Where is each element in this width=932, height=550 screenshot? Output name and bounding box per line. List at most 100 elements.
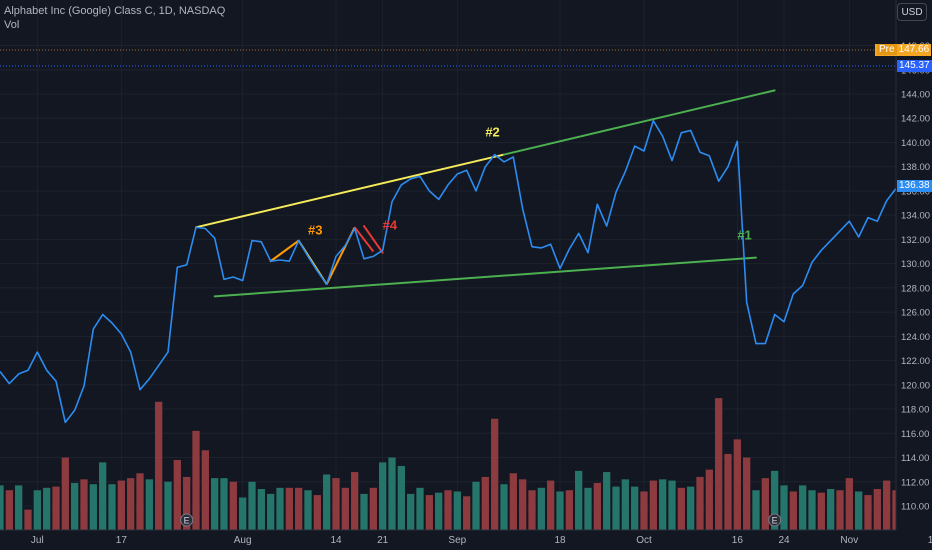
volume-bar (323, 474, 331, 530)
premarket-label: Pre (877, 44, 897, 55)
volume-bar (183, 476, 191, 530)
price-tick-label: 124.00 (901, 332, 930, 343)
volume-label[interactable]: Vol (4, 19, 20, 31)
volume-bar (677, 487, 685, 530)
chart-grid (0, 0, 896, 530)
price-tick-label: 128.00 (901, 283, 930, 294)
volume-bar (341, 487, 349, 530)
time-axis-bg (0, 530, 932, 550)
volume-bar (351, 472, 359, 530)
volume-bar (267, 493, 275, 530)
volume-bar (360, 493, 368, 530)
volume-bar (117, 480, 125, 530)
volume-bar (491, 418, 499, 530)
volume-bar (715, 398, 723, 530)
time-tick-label: 21 (377, 535, 389, 546)
volume-bar (61, 457, 69, 530)
time-tick-label: 14 (330, 535, 342, 546)
time-tick-label: Sep (448, 535, 466, 546)
annotation-labels: #1 #2 #3 #4 (308, 124, 752, 242)
price-series (0, 119, 897, 424)
volume-bar (575, 470, 583, 530)
volume-bar (612, 486, 620, 530)
time-tick-label: Jul (31, 535, 44, 546)
price-axis[interactable]: 110.00 112.00 114.00 116.00 118.00 120.00 122.… (895, 0, 932, 550)
price-tick-label: 140.00 (901, 138, 930, 149)
time-tick-label: Oct (636, 535, 652, 546)
volume-bar (444, 490, 452, 530)
trend-line (363, 225, 384, 254)
trend-line (503, 89, 776, 156)
volume-bar (145, 479, 153, 530)
volume-bar (304, 490, 312, 530)
volume-bar (631, 486, 639, 530)
annotation-label: #4 (383, 218, 398, 233)
price-tick-label: 120.00 (901, 380, 930, 391)
annotation-label: #2 (485, 124, 499, 139)
volume-bar (155, 401, 163, 530)
volume-bar (855, 491, 863, 530)
time-tick-label: Aug (234, 535, 252, 546)
chart-legend: Alphabet Inc (Google) Class C, 1D, NASDA… (4, 4, 225, 32)
volume-bar (164, 481, 172, 530)
volume-bar (453, 491, 461, 530)
volume-bar (733, 439, 741, 530)
volume-bar (71, 482, 79, 530)
volume-bar (388, 457, 396, 530)
volume-bar (276, 487, 284, 530)
price-tick-label: 138.00 (901, 162, 930, 173)
volume-bar (397, 466, 405, 530)
time-axis[interactable]: Jul 17 Aug 14 21 Sep 18 Oct 16 24 Nov 13 (0, 529, 932, 550)
volume-bar (687, 486, 695, 530)
volume-bar (556, 491, 564, 530)
volume-bar (771, 470, 779, 530)
time-tick-label: 18 (554, 535, 566, 546)
price-tick-label: 110.00 (901, 502, 929, 513)
volume-bar (52, 486, 60, 530)
price-tick-label: 130.00 (901, 259, 930, 270)
volume-bar (5, 490, 13, 530)
volume-bar (481, 476, 489, 530)
volume-bar (89, 484, 97, 530)
volume-bar (789, 491, 797, 530)
volume-bar (752, 490, 760, 530)
volume-bar (0, 485, 4, 530)
volume-bar (696, 476, 704, 530)
volume-bar (332, 478, 340, 530)
volume-bar (136, 473, 144, 530)
volume-bar (593, 482, 601, 530)
volume-bar (883, 480, 891, 530)
time-tick-label: 17 (116, 535, 128, 546)
volume-bar (24, 509, 32, 530)
volume-bar (528, 490, 536, 530)
volume-bar (425, 495, 433, 530)
volume-bar (80, 479, 88, 530)
price-line (0, 119, 897, 424)
volume-bar (285, 487, 293, 530)
earnings-marker[interactable] (180, 513, 194, 527)
time-tick-label: 16 (732, 535, 744, 546)
volume-bar (519, 479, 527, 530)
volume-bar (500, 484, 508, 530)
volume-bar (565, 490, 573, 530)
volume-bar (379, 462, 387, 530)
price-tick-label: 142.00 (901, 114, 930, 125)
volume-bar (799, 485, 807, 530)
volume-bar (33, 490, 41, 530)
volume-bar (649, 480, 657, 530)
volume-bar (584, 487, 592, 530)
currency-button[interactable]: USD (897, 3, 927, 21)
earnings-marker-label: E (184, 516, 190, 526)
earnings-marker[interactable] (768, 513, 782, 527)
earnings-marker-label: E (772, 516, 778, 526)
volume-bar (659, 479, 667, 530)
volume-bar (407, 493, 415, 530)
price-tick-label: 112.00 (901, 477, 929, 488)
symbol-title[interactable]: Alphabet Inc (Google) Class C, 1D, NASDA… (4, 5, 226, 17)
price-tick-label: 144.00 (901, 90, 930, 101)
volume-bar (313, 495, 321, 530)
price-tick-label: 118.00 (901, 405, 929, 416)
volume-bar (295, 487, 303, 530)
volume-bar (537, 487, 545, 530)
